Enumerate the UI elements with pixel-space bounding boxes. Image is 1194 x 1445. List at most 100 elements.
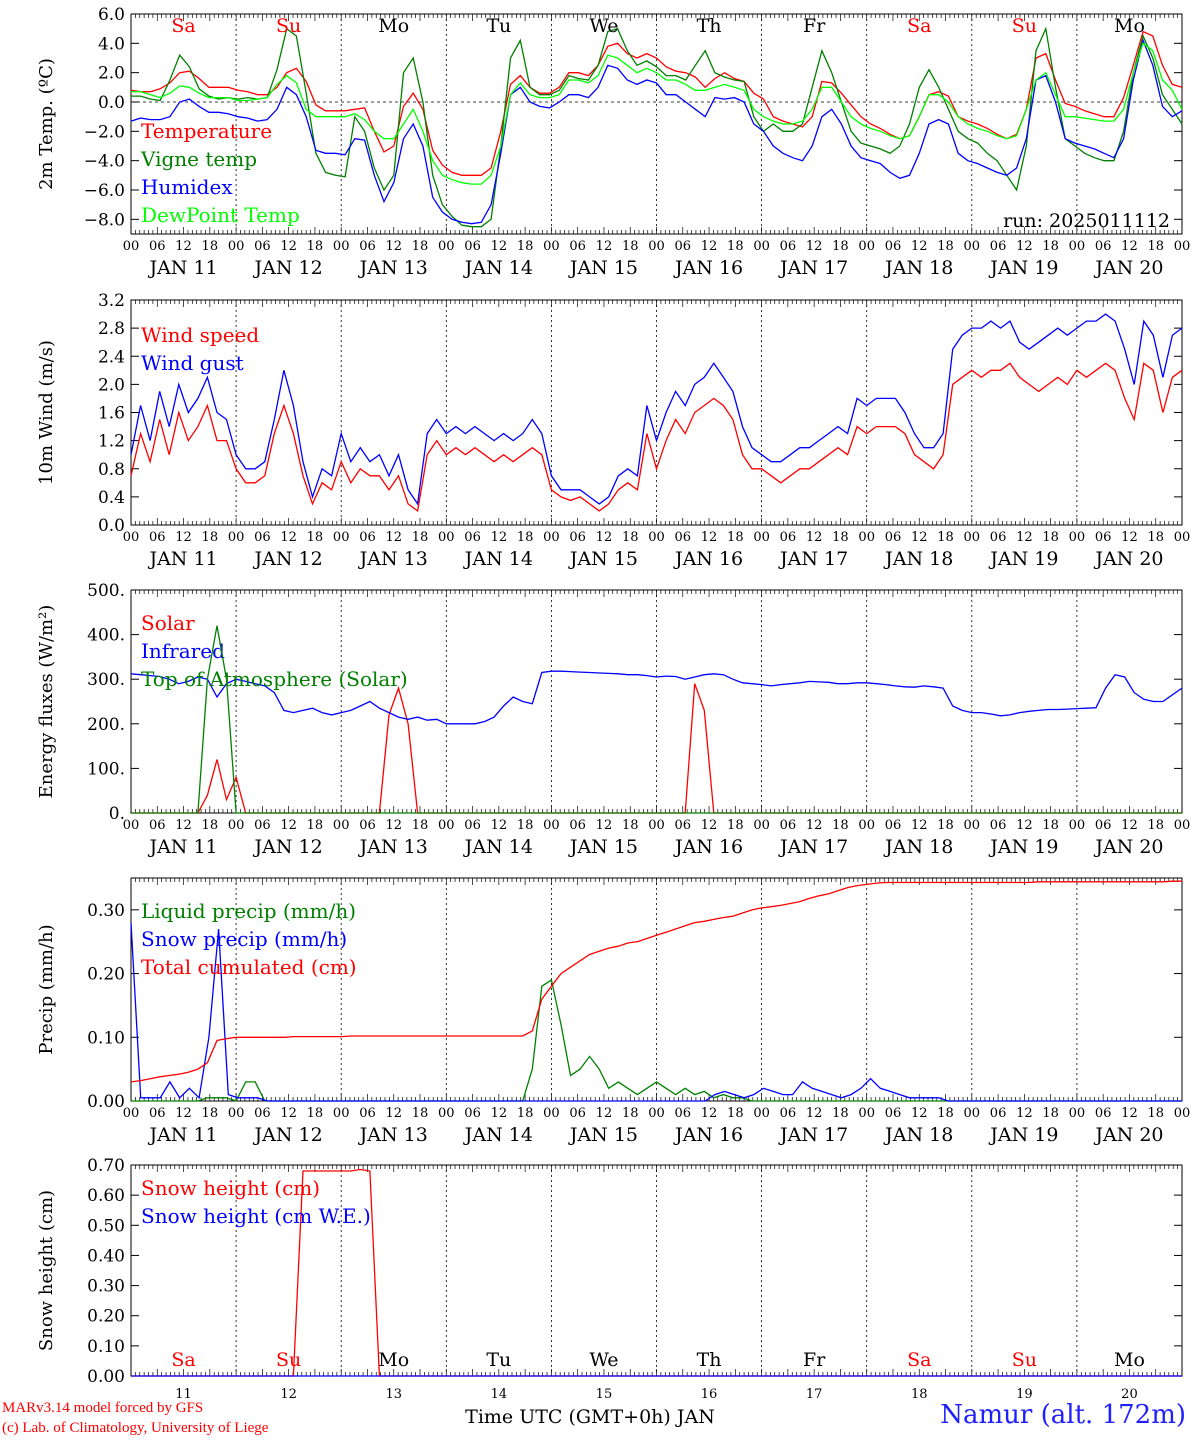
hour-tick-label: 00: [1069, 818, 1086, 833]
hour-tick-label: 18: [1042, 239, 1059, 254]
hour-tick-label: 12: [1016, 239, 1033, 254]
hour-tick-label: 18: [517, 530, 534, 545]
y-tick-label: 0.10: [87, 1337, 125, 1357]
hour-tick-label: 18: [1042, 530, 1059, 545]
series-line-humidex: [130, 38, 1183, 225]
hour-tick-label: 12: [1016, 530, 1033, 545]
hour-tick-label: 00: [333, 1106, 350, 1121]
hour-tick-label: 00: [333, 818, 350, 833]
hour-tick-label: 12: [491, 1106, 508, 1121]
hour-tick-label: 18: [832, 239, 849, 254]
hour-tick-label: 12: [385, 1106, 402, 1121]
y-tick-label: −4.0: [84, 152, 125, 172]
hour-tick-label: 00: [1069, 530, 1086, 545]
hour-tick-label: 00: [648, 1106, 665, 1121]
model-credit: MARv3.14 model forced by GFS: [2, 1400, 204, 1416]
date-label: JAN 17: [778, 257, 848, 279]
hour-tick-label: 00: [964, 239, 981, 254]
hour-tick-label: 18: [727, 818, 744, 833]
hour-tick-label: 12: [806, 239, 823, 254]
hour-tick-label: 06: [780, 239, 797, 254]
day-name-label: Mo: [378, 1349, 409, 1371]
legend-entry: Solar: [141, 611, 195, 635]
day-name-label: Su: [1012, 1349, 1037, 1371]
hour-tick-label: 18: [727, 530, 744, 545]
date-label: JAN 19: [988, 836, 1058, 858]
y-tick-label: 500.: [87, 581, 125, 601]
hour-tick-label: 06: [359, 818, 376, 833]
date-label: JAN 20: [1093, 548, 1163, 570]
day-name-label: Mo: [1114, 15, 1145, 37]
hour-tick-label: 18: [622, 239, 639, 254]
hour-tick-label: 18: [202, 239, 219, 254]
hour-tick-label: 06: [359, 239, 376, 254]
y-tick-label: 3.2: [98, 291, 125, 311]
hour-tick-label: 06: [675, 1106, 692, 1121]
hour-tick-label: 00: [964, 1106, 981, 1121]
day-name-label: Mo: [1114, 1349, 1145, 1371]
date-label: JAN 15: [568, 548, 638, 570]
day-number-label: 16: [701, 1387, 718, 1402]
hour-tick-label: 00: [543, 818, 560, 833]
day-number-label: 20: [1121, 1387, 1138, 1402]
y-axis-label: Snow height (cm): [36, 1190, 57, 1351]
hour-tick-label: 18: [727, 239, 744, 254]
hour-tick-label: 06: [885, 239, 902, 254]
hour-tick-label: 06: [990, 530, 1007, 545]
y-tick-label: 300.: [87, 670, 125, 690]
hour-tick-label: 06: [569, 818, 586, 833]
date-label: JAN 15: [568, 257, 638, 279]
date-label: JAN 18: [883, 1124, 953, 1146]
hour-tick-label: 06: [675, 530, 692, 545]
legend-entry: Top of Atmosphere (Solar): [141, 667, 408, 691]
y-tick-label: 0.00: [87, 1092, 125, 1112]
lab-credit: (c) Lab. of Climatology, University of L…: [2, 1420, 269, 1436]
y-tick-label: 100.: [87, 759, 125, 779]
hour-tick-label: 06: [149, 818, 166, 833]
date-label: JAN 14: [463, 1124, 533, 1146]
hour-tick-label: 18: [412, 239, 429, 254]
date-label: JAN 15: [568, 836, 638, 858]
hour-tick-label: 18: [1147, 530, 1164, 545]
hour-tick-label: 06: [149, 1106, 166, 1121]
legend-entry: Snow height (cm W.E.): [141, 1204, 371, 1228]
hour-tick-label: 06: [254, 239, 271, 254]
hour-tick-label: 00: [228, 239, 245, 254]
hour-tick-label: 06: [1095, 530, 1112, 545]
x-axis-title: Time UTC (GMT+0h) JAN: [465, 1406, 715, 1428]
hour-tick-label: 18: [937, 818, 954, 833]
y-tick-label: 0.20: [87, 1307, 125, 1327]
hour-tick-label: 06: [675, 818, 692, 833]
hour-tick-label: 06: [149, 239, 166, 254]
hour-tick-label: 00: [438, 530, 455, 545]
date-label: JAN 20: [1093, 1124, 1163, 1146]
hour-tick-label: 12: [1121, 1106, 1138, 1121]
day-name-label: Tu: [486, 1349, 511, 1371]
y-axis-label: Precip (mm/h): [36, 924, 57, 1054]
y-tick-label: 2.8: [98, 319, 125, 339]
y-tick-label: 0.0: [98, 516, 125, 536]
hour-tick-label: 12: [175, 239, 192, 254]
hour-tick-label: 06: [885, 530, 902, 545]
date-label: JAN 17: [778, 836, 848, 858]
legend-entry: Wind gust: [141, 351, 244, 375]
day-name-label: Su: [276, 15, 301, 37]
day-name-label: Sa: [907, 15, 931, 37]
hour-tick-label: 06: [990, 818, 1007, 833]
hour-tick-label: 12: [911, 530, 928, 545]
date-label: JAN 13: [358, 836, 428, 858]
hour-tick-label: 18: [412, 1106, 429, 1121]
day-name-label: Sa: [171, 15, 195, 37]
legend-entry: Snow height (cm): [141, 1176, 320, 1200]
legend-entry: Total cumulated (cm): [141, 955, 357, 979]
hour-tick-label: 12: [1121, 818, 1138, 833]
hour-tick-label: 06: [254, 818, 271, 833]
hour-tick-label: 00: [648, 818, 665, 833]
hour-tick-label: 06: [464, 239, 481, 254]
hour-tick-label: 12: [806, 1106, 823, 1121]
hour-tick-label: 12: [491, 530, 508, 545]
y-tick-label: 0.40: [87, 1246, 125, 1266]
hour-tick-label: 00: [438, 1106, 455, 1121]
y-axis-label: 2m Temp. (ºC): [36, 58, 57, 190]
series-line-solar: [131, 683, 1182, 814]
